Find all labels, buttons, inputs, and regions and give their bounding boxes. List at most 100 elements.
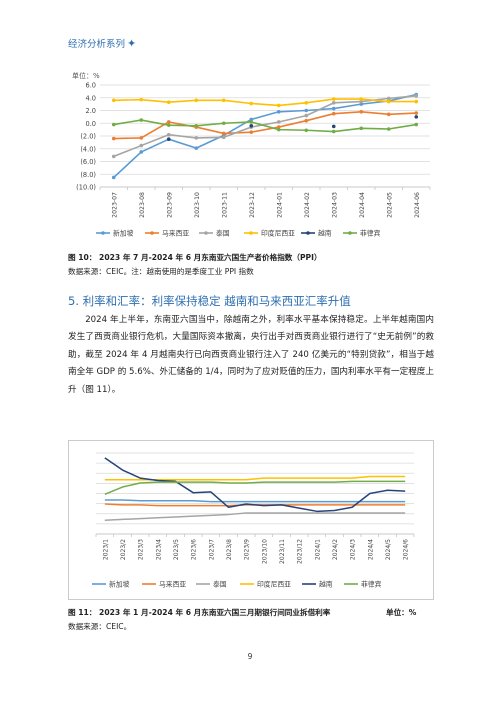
- data-point: [221, 121, 226, 126]
- figure10-source: 数据来源：CEIC。注：越南使用的是季度工业 PPI 指数: [68, 267, 254, 276]
- data-point: [386, 112, 391, 117]
- data-point: [166, 132, 171, 137]
- y-tick-label: (2.0): [80, 133, 96, 141]
- x-tick-label: 2024/4: [367, 539, 374, 560]
- series-line: [113, 98, 417, 107]
- x-tick-label: 2023/9: [244, 539, 251, 560]
- data-point: [386, 127, 391, 131]
- chart1-unit-label: 单位：%: [72, 72, 100, 80]
- data-point: [194, 146, 199, 150]
- data-point: [194, 124, 199, 128]
- header-title: 经济分析系列: [68, 39, 126, 50]
- legend-label: 泰国: [216, 229, 230, 238]
- x-tick-label: 2023-11: [221, 192, 228, 218]
- legend-label: 越南: [319, 580, 333, 589]
- star-icon: ✦: [127, 37, 137, 50]
- legend-label: 印度尼西亚: [257, 580, 291, 589]
- data-point: [331, 129, 336, 134]
- data-point: [359, 99, 364, 104]
- legend-label: 越南: [318, 229, 332, 238]
- data-point: [276, 127, 281, 132]
- body-paragraph: 2024 年上半年，东南亚六国当中，除越南之外，利率水平基本保持稳定。上半年越南…: [68, 315, 434, 395]
- legend-marker: [306, 231, 310, 235]
- data-point: [276, 103, 281, 108]
- legend-marker: [249, 231, 253, 235]
- data-point: [111, 136, 116, 141]
- data-point: [221, 135, 226, 140]
- data-point: [194, 136, 199, 140]
- x-tick-label: 2023/4: [155, 539, 162, 560]
- data-point: [249, 120, 254, 124]
- x-tick-label: 2023-10: [194, 192, 201, 218]
- page-number: 9: [247, 652, 253, 661]
- x-tick-label: 2023/5: [173, 539, 180, 560]
- data-point: [139, 143, 144, 148]
- section-title: 5. 利率和汇率：利率保持稳定 越南和马来西亚汇率升值: [68, 294, 351, 308]
- data-point: [331, 111, 336, 116]
- data-point: [111, 98, 116, 103]
- data-point: [276, 120, 281, 124]
- data-point: [414, 115, 419, 119]
- data-point: [139, 118, 144, 122]
- data-point: [331, 124, 336, 129]
- data-point: [331, 101, 336, 105]
- data-point: [249, 124, 254, 128]
- data-point: [331, 97, 336, 101]
- legend-label: 马来西亚: [159, 581, 186, 589]
- x-tick-label: 2023/3: [138, 539, 145, 560]
- series-line: [113, 95, 417, 158]
- data-point: [414, 94, 419, 98]
- x-tick-label: 2023/11: [279, 539, 286, 564]
- data-point: [304, 128, 309, 133]
- data-point: [304, 113, 309, 118]
- data-point: [194, 98, 199, 103]
- x-tick-label: 2024/6: [403, 539, 410, 560]
- chart-border: [68, 440, 434, 600]
- x-tick-label: 2024/1: [314, 539, 321, 560]
- y-tick-label: 4.0: [86, 94, 97, 102]
- legend-marker: [348, 231, 352, 235]
- x-tick-label: 2024-03: [331, 192, 338, 218]
- ppi-chart: 6.0 4.0 2.0 0.0 (2.0) (4.0) (6.0) (8.0) (10.0) 20…: [76, 82, 431, 238]
- y-tick-label: 2.0: [86, 107, 97, 115]
- x-tick-label: 2024-05: [386, 192, 393, 218]
- legend-label: 新加坡: [109, 580, 130, 589]
- figure11-unit: 单位：%: [386, 608, 417, 617]
- data-point: [139, 97, 144, 102]
- data-point: [249, 130, 254, 134]
- data-point: [359, 97, 364, 101]
- data-point: [111, 175, 116, 180]
- x-tick-label: 2023/7: [208, 539, 215, 560]
- x-tick-label: 2023/12: [297, 539, 304, 564]
- legend-marker: [101, 231, 105, 235]
- legend-label: 马来西亚: [162, 230, 189, 238]
- data-point: [166, 123, 171, 127]
- series-line: [104, 457, 406, 513]
- figure11-caption: 图 11： 2023 年 1 月-2024 年 6 月东南亚六国三月期银行间同业…: [68, 608, 331, 617]
- x-tick-label: 2024/3: [350, 539, 357, 560]
- x-tick-label: 2023/1: [102, 539, 109, 560]
- data-point: [249, 101, 254, 106]
- data-point: [166, 100, 171, 105]
- x-tick-label: 2023-08: [139, 192, 146, 218]
- data-point: [304, 101, 309, 105]
- y-tick-label: (4.0): [80, 145, 96, 153]
- report-header: 经济分析系列 ✦: [68, 36, 136, 50]
- data-point: [359, 109, 364, 114]
- data-point: [276, 125, 281, 129]
- y-tick-label: (6.0): [80, 158, 96, 166]
- x-tick-label: 2023-07: [111, 192, 118, 218]
- data-point: [249, 117, 254, 122]
- x-tick-label: 2024/5: [385, 539, 392, 560]
- legend-label: 菲律宾: [361, 580, 382, 589]
- x-tick-label: 2024-06: [414, 192, 421, 218]
- x-tick-label: 2024-02: [304, 192, 311, 218]
- x-tick-label: 2024/2: [332, 539, 339, 560]
- data-point: [111, 154, 116, 159]
- data-point: [139, 150, 144, 154]
- data-point: [386, 99, 391, 104]
- x-tick-label: 2023/8: [226, 539, 233, 560]
- data-point: [386, 96, 391, 101]
- y-tick-label: (8.0): [80, 171, 96, 179]
- x-tick-label: 2023/10: [261, 539, 268, 564]
